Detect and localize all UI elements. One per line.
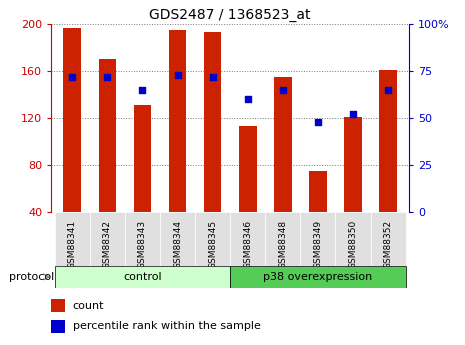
Bar <box>55 266 230 288</box>
Point <box>385 87 392 93</box>
Text: GSM88348: GSM88348 <box>279 220 287 269</box>
FancyBboxPatch shape <box>335 212 371 266</box>
FancyBboxPatch shape <box>371 212 405 266</box>
Bar <box>344 117 362 212</box>
FancyBboxPatch shape <box>300 212 335 266</box>
Text: p38 overexpression: p38 overexpression <box>263 272 372 282</box>
Text: GSM88345: GSM88345 <box>208 220 217 269</box>
Point <box>314 119 322 125</box>
Bar <box>239 126 257 212</box>
FancyBboxPatch shape <box>265 212 300 266</box>
Bar <box>230 266 405 288</box>
Text: GSM88344: GSM88344 <box>173 220 182 269</box>
Point <box>174 72 181 78</box>
Bar <box>51 299 66 312</box>
Text: GSM88346: GSM88346 <box>243 220 252 269</box>
FancyBboxPatch shape <box>55 212 90 266</box>
Point <box>279 87 286 93</box>
Bar <box>204 32 221 212</box>
Point <box>349 112 357 117</box>
Text: GSM88349: GSM88349 <box>313 220 322 269</box>
Bar <box>51 320 66 333</box>
FancyBboxPatch shape <box>90 212 125 266</box>
Text: GSM88341: GSM88341 <box>68 220 77 269</box>
Text: percentile rank within the sample: percentile rank within the sample <box>73 322 260 331</box>
Point <box>209 74 216 80</box>
Bar <box>169 30 186 212</box>
Text: GSM88343: GSM88343 <box>138 220 147 269</box>
FancyBboxPatch shape <box>195 212 230 266</box>
Point <box>104 74 111 80</box>
Point <box>244 97 252 102</box>
Bar <box>379 70 397 212</box>
Text: GSM88352: GSM88352 <box>384 220 392 269</box>
Text: count: count <box>73 301 104 310</box>
Title: GDS2487 / 1368523_at: GDS2487 / 1368523_at <box>149 8 311 22</box>
Point <box>68 74 76 80</box>
Text: GSM88350: GSM88350 <box>349 220 358 269</box>
Text: GSM88342: GSM88342 <box>103 220 112 269</box>
Text: protocol: protocol <box>9 272 54 282</box>
FancyBboxPatch shape <box>230 212 265 266</box>
Point <box>139 87 146 93</box>
Bar <box>309 171 327 212</box>
Bar <box>274 77 292 212</box>
Text: control: control <box>123 272 162 282</box>
FancyBboxPatch shape <box>125 212 160 266</box>
Bar <box>63 28 81 212</box>
FancyBboxPatch shape <box>160 212 195 266</box>
Bar <box>99 59 116 212</box>
Bar <box>133 105 151 212</box>
